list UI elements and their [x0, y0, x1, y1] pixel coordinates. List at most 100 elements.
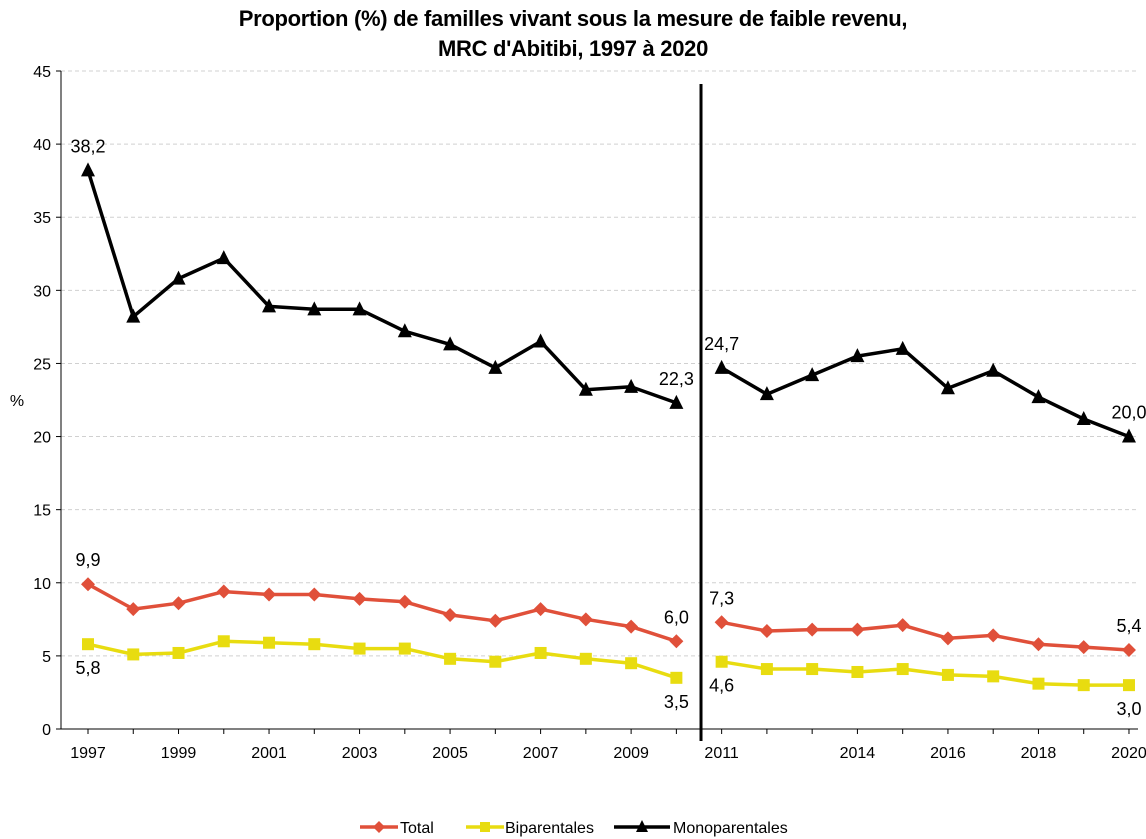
data-point-biparentales: [896, 663, 909, 676]
x-tick-label: 2001: [251, 745, 287, 762]
data-point-biparentales: [987, 670, 1000, 683]
data-point-biparentales: [398, 642, 411, 655]
data-label-biparentales: 3,5: [664, 692, 689, 712]
y-tick-label: 0: [42, 722, 51, 739]
legend-item-total: Total: [360, 820, 434, 837]
data-label-total: 9,9: [75, 550, 100, 570]
legend-label: Biparentales: [505, 820, 594, 837]
data-point-monoparentales: [488, 359, 503, 374]
legend-marker: [636, 820, 648, 832]
series-line-monoparentales: [720, 347, 1130, 439]
x-tick-label: 2007: [523, 745, 559, 762]
data-point-total: [624, 619, 639, 634]
data-point-total: [262, 587, 277, 602]
data-label-total: 5,4: [1116, 616, 1141, 636]
legend-marker: [373, 821, 385, 833]
y-tick-label: 20: [33, 430, 51, 447]
data-point-biparentales: [670, 671, 683, 684]
data-point-monoparentales: [714, 359, 729, 374]
data-point-biparentales: [444, 652, 457, 665]
series-group: [81, 162, 1136, 692]
data-point-monoparentales: [940, 380, 955, 395]
data-point-monoparentales: [397, 323, 412, 338]
data-point-monoparentales: [850, 348, 865, 363]
data-point-biparentales: [127, 648, 140, 661]
series-line-biparentales: [721, 659, 1129, 687]
data-label-biparentales: 3,0: [1116, 699, 1141, 719]
data-point-biparentales: [760, 663, 773, 676]
legend-label: Total: [400, 820, 434, 837]
data-point-total: [307, 587, 322, 602]
data-point-monoparentales: [262, 298, 277, 313]
data-point-total: [578, 612, 593, 627]
data-point-monoparentales: [126, 308, 141, 323]
y-tick-label: 15: [33, 503, 51, 520]
chart-title-line-1: Proportion (%) de familles vivant sous l…: [238, 6, 908, 31]
legend-item-monoparentales: Monoparentales: [614, 820, 788, 837]
data-point-monoparentales: [805, 367, 820, 382]
data-point-biparentales: [263, 636, 276, 649]
data-point-total: [759, 624, 774, 639]
data-point-monoparentales: [171, 270, 186, 285]
data-point-monoparentales: [216, 250, 231, 265]
y-tick-label: 45: [33, 64, 51, 81]
data-label-biparentales: 5,8: [75, 658, 100, 678]
data-point-total: [397, 594, 412, 609]
x-tick-label: 2011: [704, 745, 739, 762]
data-label-monoparentales: 24,7: [704, 334, 739, 354]
series-total: [81, 577, 1136, 658]
data-label-monoparentales: 22,3: [659, 369, 694, 389]
data-point-monoparentales: [307, 301, 322, 316]
x-tick-label: 2005: [432, 745, 468, 762]
axes: 0 5 10 15 20 25 30 35 40 45% 1997 1999 2001 2003 2005 2…: [10, 64, 1146, 762]
data-point-monoparentales: [759, 386, 774, 401]
gridlines: [61, 70, 1138, 657]
y-tick-label: 40: [33, 137, 51, 154]
x-tick-label: 2018: [1021, 745, 1057, 762]
data-point-total: [805, 622, 820, 637]
data-point-biparentales: [579, 652, 592, 665]
data-labels: 9,9 6,0 7,3 5,4 5,8 3,5 4,6 3,0 38,2 22,3 24,7 20,0: [70, 136, 1146, 719]
data-point-total: [850, 622, 865, 637]
data-label-monoparentales: 20,0: [1111, 403, 1146, 423]
data-point-biparentales: [851, 665, 864, 678]
data-point-monoparentales: [624, 378, 639, 393]
data-point-biparentales: [489, 655, 502, 668]
data-point-total: [714, 615, 729, 630]
data-point-biparentales: [625, 657, 638, 670]
x-tick-label: 2014: [840, 745, 876, 762]
data-label-monoparentales: 38,2: [70, 136, 105, 156]
x-tick-label: 1997: [70, 745, 106, 762]
data-point-total: [1121, 643, 1136, 658]
chart-title: Proportion (%) de familles vivant sous l…: [0, 4, 1146, 64]
y-tick-label: 30: [33, 283, 51, 300]
data-point-biparentales: [534, 646, 547, 659]
data-point-monoparentales: [1121, 428, 1136, 443]
data-point-monoparentales: [81, 162, 95, 177]
series-line-total: [721, 620, 1130, 652]
data-point-total: [216, 584, 231, 599]
data-point-biparentales: [715, 655, 728, 668]
series-line-biparentales: [87, 639, 677, 680]
y-tick-label: 10: [33, 576, 51, 593]
data-point-biparentales: [1077, 679, 1090, 692]
data-point-biparentales: [1122, 679, 1135, 692]
data-point-monoparentales: [1076, 411, 1091, 426]
data-point-monoparentales: [669, 394, 684, 409]
data-point-total: [1076, 640, 1091, 655]
data-label-total: 7,3: [709, 588, 734, 608]
series-monoparentales: [81, 162, 1136, 443]
data-point-total: [81, 577, 95, 592]
data-point-monoparentales: [533, 333, 548, 348]
series-line-monoparentales: [86, 169, 677, 405]
data-point-total: [895, 618, 910, 633]
data-point-total: [669, 634, 684, 649]
data-point-biparentales: [82, 638, 94, 651]
series-line-total: [87, 582, 677, 643]
legend-label: Monoparentales: [673, 820, 788, 837]
data-point-monoparentales: [986, 362, 1001, 377]
data-point-total: [443, 607, 458, 622]
data-point-biparentales: [172, 646, 185, 659]
data-point-total: [533, 602, 548, 617]
